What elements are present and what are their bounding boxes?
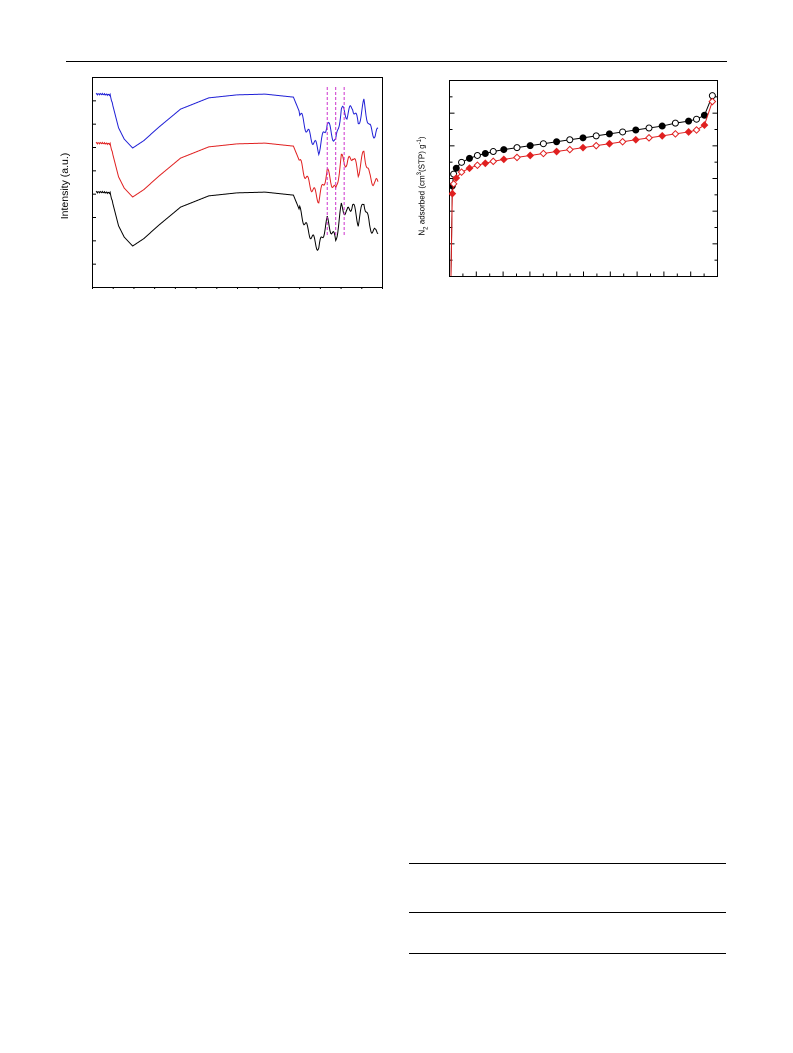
right-y-ticks [449,80,718,277]
table-top-rule [409,863,726,864]
right-point [539,149,548,158]
right-x-ticks [449,271,718,277]
left-series-line [95,190,379,251]
right-point [566,136,574,144]
right-point [513,153,521,162]
left-series-line [95,92,379,157]
right-point [473,151,481,159]
ylabel-part: (STP) g [417,144,427,172]
right-point [645,133,653,142]
right-point [692,126,701,134]
right-point [592,132,600,140]
left-chart-svg [92,77,383,293]
right-point [671,129,680,138]
right-point [489,157,498,166]
right-point [473,161,482,170]
right-point [481,159,490,168]
right-point [658,131,667,140]
ylabel-part: ) [417,136,427,140]
right-point [685,117,693,125]
right-point [618,137,627,146]
right-point [500,146,508,154]
right-point [605,130,613,138]
ylabel-sub: 2 [423,226,430,230]
left-y-ticks [92,77,96,288]
right-series-group [448,92,717,277]
right-point [579,143,587,152]
right-point [489,148,497,156]
right-point [526,142,534,150]
right-point [708,97,717,106]
right-point [700,121,709,129]
table-bottom-rule [409,953,726,954]
left-plot-frame [92,77,383,288]
right-point [592,141,601,150]
table-mid-rule [409,912,726,913]
ylabel-part: adsorbed (cm [417,175,427,227]
right-point [619,128,627,136]
left-y-axis-label: Intensity (a.u.) [59,152,71,220]
right-point [452,174,461,182]
left-series-group [95,92,379,251]
right-point [448,189,457,198]
right-point [579,134,587,142]
ylabel-sup: 3 [417,171,423,176]
right-point [605,139,614,148]
right-point [631,135,640,144]
right-point [481,150,489,157]
left-marker-lines [326,87,345,237]
right-point [458,158,466,166]
ylabel-sup: -1 [417,139,423,145]
right-point [499,155,508,164]
right-point [465,164,474,173]
right-plot-frame [449,80,718,277]
left-series-line [95,141,379,204]
right-point [449,179,458,188]
right-point [539,140,547,148]
right-point [513,144,521,152]
right-point [457,168,466,177]
right-point [693,115,701,123]
right-point [658,122,666,130]
right-point [684,128,693,136]
header-rule [66,61,727,62]
right-y-axis-label: N2 adsorbed (cm3(STP) g-1) [417,101,431,271]
right-point [645,124,653,132]
ylabel-part: N [417,229,427,236]
left-chart [92,77,384,293]
right-series-line [450,101,713,277]
right-point [671,119,679,127]
right-chart-svg [448,80,718,277]
right-point [565,145,574,154]
right-point [465,154,473,162]
right-point [632,126,640,134]
right-point [552,147,561,156]
right-point [526,151,535,160]
right-chart [448,80,719,278]
right-point [553,138,561,146]
right-point [452,164,460,172]
